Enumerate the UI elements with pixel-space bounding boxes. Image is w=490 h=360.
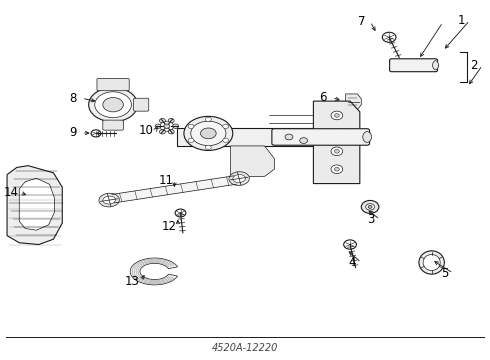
Polygon shape — [345, 94, 361, 110]
Polygon shape — [176, 128, 314, 146]
Polygon shape — [112, 176, 236, 203]
Ellipse shape — [191, 121, 226, 145]
FancyBboxPatch shape — [97, 78, 129, 91]
Polygon shape — [7, 166, 62, 244]
FancyBboxPatch shape — [272, 129, 369, 145]
Circle shape — [91, 130, 101, 137]
Circle shape — [188, 124, 194, 129]
Circle shape — [223, 138, 229, 143]
Polygon shape — [230, 146, 274, 176]
Text: 8: 8 — [69, 92, 77, 105]
Circle shape — [334, 167, 339, 171]
Text: 4520A-12220: 4520A-12220 — [212, 343, 278, 353]
Ellipse shape — [168, 130, 174, 134]
Text: 13: 13 — [124, 275, 139, 288]
Circle shape — [160, 121, 173, 131]
Ellipse shape — [103, 98, 123, 112]
Text: 11: 11 — [158, 174, 173, 186]
Circle shape — [205, 145, 211, 149]
Circle shape — [382, 32, 396, 42]
Circle shape — [368, 206, 372, 208]
Polygon shape — [314, 101, 360, 184]
Circle shape — [334, 114, 339, 117]
Ellipse shape — [363, 132, 371, 142]
Text: 7: 7 — [358, 15, 365, 28]
Ellipse shape — [159, 118, 165, 123]
Circle shape — [334, 132, 339, 135]
Text: 6: 6 — [319, 91, 327, 104]
Ellipse shape — [103, 196, 116, 204]
Circle shape — [205, 117, 211, 122]
Text: 4: 4 — [349, 256, 356, 269]
Circle shape — [331, 165, 343, 174]
FancyBboxPatch shape — [390, 59, 438, 72]
Text: 2: 2 — [470, 59, 477, 72]
Text: 1: 1 — [457, 14, 465, 27]
Circle shape — [361, 201, 379, 213]
Text: 5: 5 — [441, 267, 448, 280]
Ellipse shape — [172, 124, 178, 129]
Text: 14: 14 — [4, 186, 19, 199]
FancyBboxPatch shape — [134, 98, 149, 111]
Circle shape — [366, 204, 374, 210]
Ellipse shape — [159, 130, 165, 134]
Circle shape — [331, 147, 343, 156]
Ellipse shape — [95, 92, 131, 118]
Ellipse shape — [155, 124, 161, 129]
Circle shape — [285, 134, 293, 140]
Polygon shape — [19, 178, 54, 230]
Ellipse shape — [423, 255, 440, 271]
Text: 12: 12 — [162, 220, 177, 233]
Ellipse shape — [184, 116, 233, 150]
Ellipse shape — [200, 128, 216, 139]
Circle shape — [223, 124, 229, 129]
FancyBboxPatch shape — [103, 120, 123, 130]
Polygon shape — [130, 258, 177, 285]
Ellipse shape — [433, 61, 439, 70]
Circle shape — [343, 240, 356, 249]
Circle shape — [331, 111, 343, 120]
Ellipse shape — [89, 87, 138, 122]
Circle shape — [334, 149, 339, 153]
Ellipse shape — [233, 175, 245, 183]
Ellipse shape — [99, 193, 120, 207]
Ellipse shape — [229, 172, 249, 185]
Text: 3: 3 — [368, 213, 375, 226]
Circle shape — [188, 138, 194, 143]
Circle shape — [331, 129, 343, 138]
Circle shape — [164, 124, 170, 129]
Circle shape — [175, 209, 186, 217]
Ellipse shape — [419, 251, 444, 274]
Text: 9: 9 — [69, 126, 77, 139]
Ellipse shape — [168, 118, 174, 123]
Text: 10: 10 — [139, 124, 154, 137]
Circle shape — [300, 138, 308, 143]
